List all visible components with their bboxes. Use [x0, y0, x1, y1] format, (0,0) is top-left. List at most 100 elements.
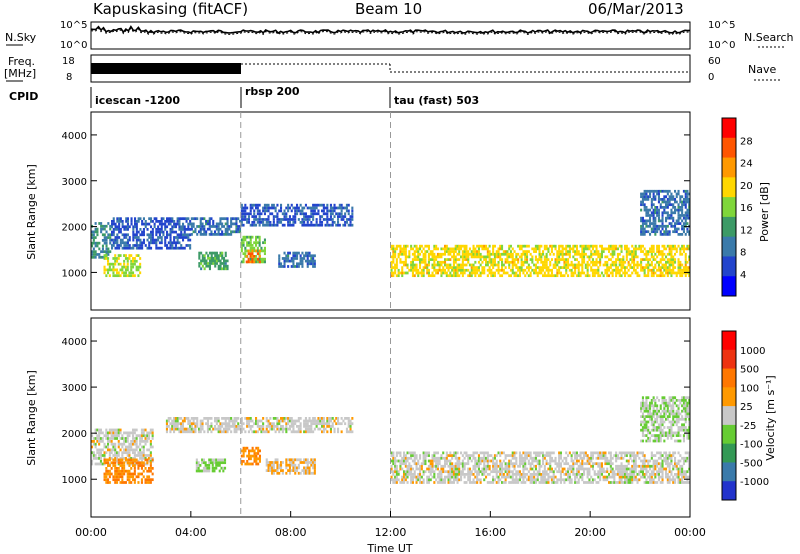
data-cell — [558, 459, 561, 463]
data-cell — [331, 206, 334, 210]
data-cell — [290, 430, 293, 434]
data-cell — [263, 249, 266, 253]
data-cell — [128, 464, 131, 467]
data-cell — [681, 271, 684, 275]
data-cell — [333, 427, 336, 431]
data-cell — [445, 244, 448, 248]
data-cell — [205, 222, 208, 226]
data-cell — [477, 454, 480, 457]
data-cell — [618, 260, 621, 264]
data-cell — [221, 422, 224, 426]
data-cell — [474, 481, 477, 484]
data-cell — [125, 220, 128, 223]
data-cell — [269, 425, 272, 428]
data-cell — [214, 225, 217, 228]
data-cell — [112, 445, 115, 449]
data-cell — [657, 224, 660, 228]
data-cell — [643, 195, 646, 199]
data-cell — [221, 267, 224, 271]
data-cell — [577, 454, 580, 457]
data-cell — [160, 236, 163, 239]
data-cell — [153, 238, 156, 242]
data-cell — [240, 462, 243, 466]
data-cell — [297, 425, 300, 428]
data-cell — [408, 250, 411, 253]
data-cell — [256, 235, 259, 239]
data-cell — [107, 236, 110, 239]
data-cell — [166, 230, 169, 234]
data-cell — [652, 192, 655, 196]
data-cell — [672, 198, 675, 201]
data-cell — [258, 457, 261, 461]
data-cell — [338, 422, 341, 426]
data-cell — [656, 214, 659, 217]
data-cell — [151, 230, 154, 234]
data-cell — [529, 274, 532, 278]
data-cell — [303, 221, 306, 224]
data-cell — [219, 227, 222, 231]
data-cell — [176, 233, 179, 237]
data-cell — [633, 247, 636, 251]
data-cell — [101, 454, 104, 457]
data-cell — [527, 244, 530, 248]
data-cell — [618, 478, 621, 482]
data-cell — [290, 469, 293, 472]
data-cell — [208, 222, 211, 226]
data-cell — [329, 425, 332, 428]
data-cell — [686, 260, 689, 264]
data-cell — [652, 195, 655, 199]
data-cell — [547, 451, 550, 455]
data-cell — [657, 200, 660, 204]
data-cell — [98, 434, 101, 438]
data-cell — [166, 220, 169, 223]
data-cell — [158, 222, 161, 226]
data-cell — [148, 448, 151, 452]
data-cell — [483, 464, 486, 468]
data-cell — [399, 244, 402, 248]
data-cell — [665, 247, 668, 251]
data-cell — [404, 464, 407, 468]
data-cell — [677, 244, 680, 248]
data-cell — [98, 222, 101, 225]
data-cell — [618, 258, 621, 261]
data-cell — [310, 212, 313, 216]
data-cell — [297, 458, 300, 462]
data-cell — [185, 244, 188, 247]
data-cell — [645, 219, 648, 223]
data-cell — [533, 481, 536, 484]
data-cell — [164, 222, 167, 226]
data-cell — [235, 230, 238, 234]
data-cell — [274, 223, 277, 227]
data-cell — [591, 271, 594, 275]
data-cell — [422, 481, 425, 484]
data-cell — [112, 437, 115, 440]
data-cell — [474, 451, 477, 455]
data-cell — [625, 271, 628, 275]
data-cell — [640, 219, 643, 223]
data-cell — [148, 481, 151, 484]
data-cell — [319, 422, 322, 426]
data-cell — [659, 250, 662, 253]
data-cell — [240, 203, 243, 207]
data-cell — [684, 198, 687, 201]
data-cell — [568, 250, 571, 253]
data-cell — [303, 218, 306, 221]
data-cell — [684, 260, 687, 264]
data-cell — [520, 481, 523, 484]
data-cell — [599, 467, 602, 471]
data-cell — [620, 247, 623, 251]
data-cell — [543, 260, 546, 264]
data-cell — [290, 257, 293, 260]
data-cell — [100, 227, 103, 231]
data-cell — [600, 271, 603, 275]
data-cell — [538, 268, 541, 272]
data-cell — [142, 461, 145, 465]
data-cell — [649, 247, 652, 251]
data-cell — [240, 212, 243, 216]
data-cell — [108, 448, 111, 452]
data-cell — [132, 431, 135, 435]
data-cell — [187, 225, 190, 229]
data-cell — [276, 212, 279, 216]
data-cell — [590, 255, 593, 259]
data-cell — [517, 274, 520, 278]
